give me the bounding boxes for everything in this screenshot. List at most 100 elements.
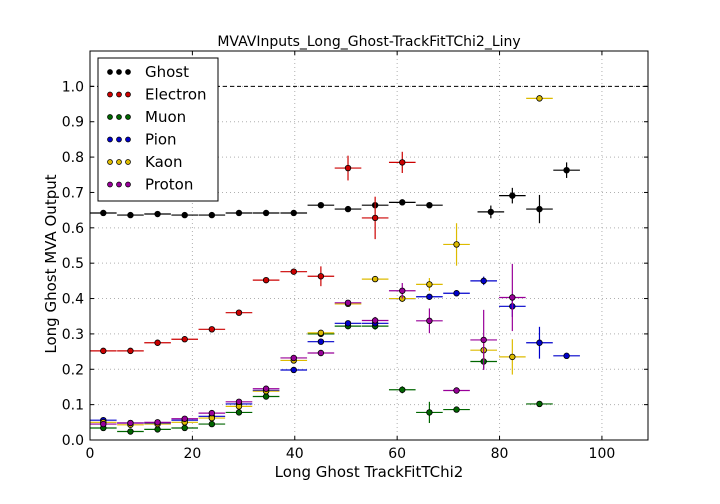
series-muon: [90, 322, 553, 435]
data-point: [371, 317, 379, 324]
legend-label: Kaon: [145, 153, 182, 171]
data-point: [181, 211, 188, 219]
data-point: [509, 192, 516, 199]
data-point: [208, 211, 216, 219]
legend-marker: [107, 159, 113, 165]
data-point: [536, 205, 543, 213]
data-point: [563, 166, 570, 174]
data-point: [208, 326, 216, 333]
legend-item-pion: Pion: [107, 131, 177, 149]
data-point: [344, 299, 352, 306]
data-point: [290, 354, 297, 362]
data-point: [100, 209, 107, 217]
data-point: [181, 336, 188, 343]
legend-marker: [116, 159, 122, 165]
legend-label: Ghost: [145, 63, 189, 81]
legend-marker: [125, 136, 131, 143]
data-point: [426, 201, 433, 209]
data-point: [509, 294, 516, 301]
data-point: [127, 419, 134, 427]
legend-item-proton: Proton: [107, 176, 193, 194]
data-point: [235, 209, 243, 217]
data-point: [509, 353, 516, 361]
data-point: [235, 409, 243, 416]
data-point: [536, 400, 543, 408]
data-point: [480, 336, 487, 344]
series-proton: [90, 263, 526, 428]
legend-marker: [125, 91, 131, 98]
legend-marker: [107, 136, 113, 143]
legend-marker: [116, 136, 122, 143]
data-point: [181, 424, 188, 432]
legend-label: Electron: [145, 86, 207, 104]
data-point: [317, 329, 325, 337]
data-point: [290, 209, 297, 217]
data-point: [154, 426, 161, 433]
x-tick-label: 20: [183, 446, 201, 462]
y-tick-label: 1.0: [62, 79, 84, 95]
data-point: [154, 339, 161, 346]
legend-item-muon: Muon: [107, 108, 186, 126]
data-point: [317, 201, 325, 209]
legend-marker: [125, 114, 131, 120]
legend-item-ghost: Ghost: [107, 63, 189, 81]
legend-label: Pion: [145, 131, 177, 149]
legend-item-kaon: Kaon: [107, 153, 182, 171]
data-point: [127, 347, 134, 355]
x-tick-label: 40: [286, 446, 304, 462]
data-point: [536, 339, 543, 346]
data-point: [262, 209, 270, 217]
data-point: [100, 347, 107, 355]
legend-box: [97, 57, 219, 202]
data-point: [426, 317, 433, 325]
data-point: [426, 281, 433, 288]
data-point: [262, 385, 270, 392]
y-tick-label: 0.2: [62, 362, 84, 378]
data-point: [154, 419, 161, 426]
data-point: [235, 309, 243, 316]
data-point: [235, 398, 243, 406]
data-point: [399, 386, 406, 393]
series-electron: [90, 151, 416, 355]
data-point: [399, 287, 406, 294]
series-ghost: [90, 162, 580, 224]
x-axis-title: Long Ghost TrackFitTChi2: [275, 463, 464, 481]
data-point: [344, 205, 352, 213]
data-point: [453, 387, 460, 394]
data-point: [536, 95, 543, 102]
data-point: [208, 409, 216, 417]
x-tick-label: 0: [86, 446, 95, 462]
plot-frame: [89, 50, 649, 441]
data-point: [127, 211, 134, 219]
data-point: [480, 277, 487, 285]
legend-marker: [125, 159, 131, 165]
data-point: [100, 420, 107, 428]
data-point: [344, 320, 352, 327]
data-point: [290, 366, 297, 374]
legend: Ghost Electron Muon Pion Kaon Proton: [97, 57, 219, 202]
legend-marker: [125, 69, 131, 75]
y-tick-label: 0.5: [62, 256, 84, 272]
data-point: [344, 164, 352, 172]
legend-marker: [107, 69, 113, 75]
data-point: [399, 199, 406, 206]
data-point: [262, 276, 270, 284]
data-point: [371, 214, 379, 222]
y-tick-label: 0.4: [62, 292, 84, 308]
data-point: [371, 275, 379, 283]
data-point: [487, 208, 495, 216]
data-point: [262, 393, 270, 400]
data-point: [317, 273, 325, 280]
data-point: [426, 409, 433, 416]
legend-marker: [125, 181, 131, 188]
series-layer: [90, 95, 580, 435]
legend-marker: [116, 69, 122, 75]
data-point: [563, 352, 570, 360]
data-point: [317, 349, 325, 357]
y-tick-label: 0.9: [62, 115, 84, 131]
data-point: [426, 293, 433, 300]
data-point: [127, 428, 134, 435]
legend-marker: [107, 91, 113, 98]
legend-marker: [107, 114, 113, 120]
